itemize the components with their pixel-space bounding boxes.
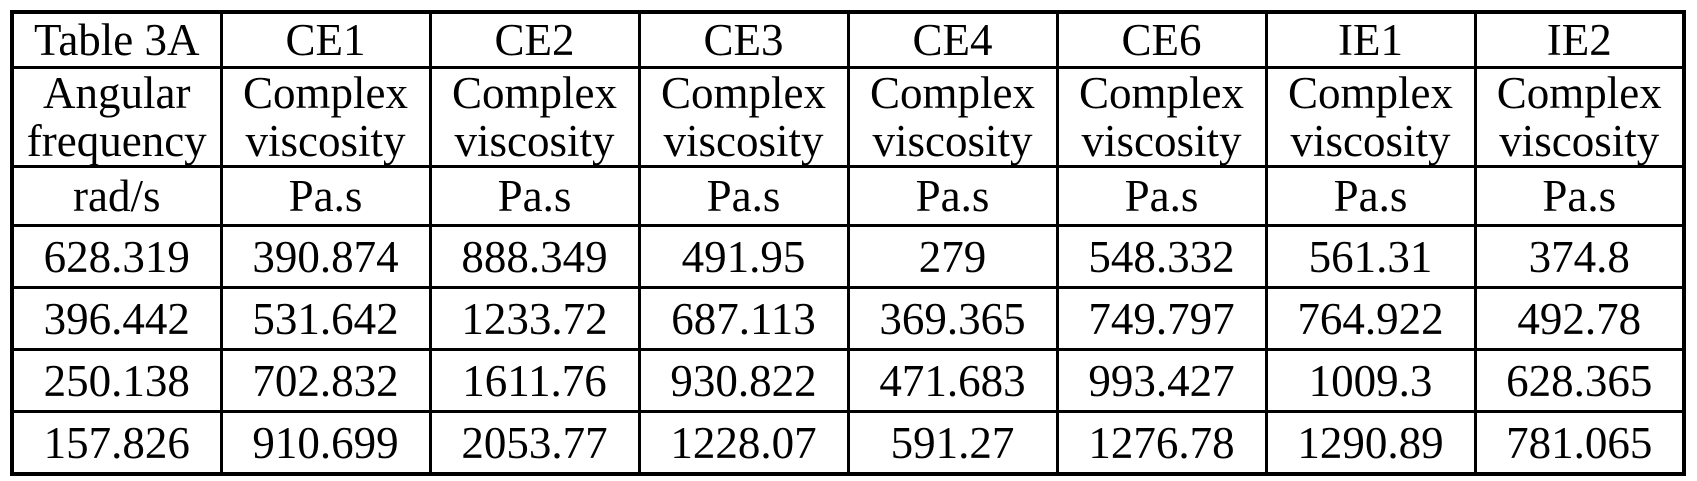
label-cell: Complex viscosity — [1264, 66, 1477, 168]
data-cell: 628.319 — [10, 224, 223, 289]
label-cell: Complex viscosity — [1055, 66, 1268, 168]
unit-cell: Pa.s — [1055, 165, 1268, 227]
header-cell-ce2: CE2 — [428, 10, 641, 69]
data-cell: 781.065 — [1473, 410, 1686, 476]
table-title-cell: Table 3A — [10, 10, 223, 69]
data-cell: 531.642 — [219, 286, 432, 351]
data-cell: 369.365 — [846, 286, 1059, 351]
data-cell: 250.138 — [10, 348, 223, 413]
data-cell: 910.699 — [219, 410, 432, 476]
data-cell: 749.797 — [1055, 286, 1268, 351]
data-cell: 1290.89 — [1264, 410, 1477, 476]
data-cell: 492.78 — [1473, 286, 1686, 351]
data-cell: 1276.78 — [1055, 410, 1268, 476]
data-cell: 1233.72 — [428, 286, 641, 351]
data-cell: 561.31 — [1264, 224, 1477, 289]
data-cell: 1228.07 — [637, 410, 850, 476]
header-cell-ce3: CE3 — [637, 10, 850, 69]
unit-cell: rad/s — [10, 165, 223, 227]
header-cell-ie2: IE2 — [1473, 10, 1686, 69]
data-cell: 930.822 — [637, 348, 850, 413]
label-cell: Complex viscosity — [219, 66, 432, 168]
data-cell: 491.95 — [637, 224, 850, 289]
unit-cell: Pa.s — [1264, 165, 1477, 227]
unit-cell: Pa.s — [1473, 165, 1686, 227]
data-cell: 279 — [846, 224, 1059, 289]
label-cell: Complex viscosity — [846, 66, 1059, 168]
data-cell: 374.8 — [1473, 224, 1686, 289]
label-cell: Complex viscosity — [428, 66, 641, 168]
data-cell: 702.832 — [219, 348, 432, 413]
data-cell: 687.113 — [637, 286, 850, 351]
label-cell: Complex viscosity — [637, 66, 850, 168]
viscosity-table: Table 3A CE1 CE2 CE3 CE4 CE6 IE1 IE2 Ang… — [10, 10, 1686, 476]
unit-cell: Pa.s — [846, 165, 1059, 227]
unit-cell: Pa.s — [428, 165, 641, 227]
units-row: rad/s Pa.s Pa.s Pa.s Pa.s Pa.s Pa.s Pa.s — [10, 165, 1686, 227]
header-cell-ce1: CE1 — [219, 10, 432, 69]
unit-cell: Pa.s — [637, 165, 850, 227]
unit-cell: Pa.s — [219, 165, 432, 227]
data-cell: 993.427 — [1055, 348, 1268, 413]
data-cell: 888.349 — [428, 224, 641, 289]
data-cell: 471.683 — [846, 348, 1059, 413]
data-cell: 1611.76 — [428, 348, 641, 413]
data-cell: 390.874 — [219, 224, 432, 289]
quantity-label-row: Angular frequency Complex viscosity Comp… — [10, 66, 1686, 168]
table-header-row: Table 3A CE1 CE2 CE3 CE4 CE6 IE1 IE2 — [10, 10, 1686, 69]
table-row: 157.826 910.699 2053.77 1228.07 591.27 1… — [10, 410, 1686, 476]
data-cell: 548.332 — [1055, 224, 1268, 289]
table-row: 250.138 702.832 1611.76 930.822 471.683 … — [10, 348, 1686, 413]
data-cell: 2053.77 — [428, 410, 641, 476]
data-cell: 1009.3 — [1264, 348, 1477, 413]
data-cell: 396.442 — [10, 286, 223, 351]
header-cell-ce4: CE4 — [846, 10, 1059, 69]
table-row: 628.319 390.874 888.349 491.95 279 548.3… — [10, 224, 1686, 289]
label-cell: Complex viscosity — [1473, 66, 1686, 168]
data-cell: 591.27 — [846, 410, 1059, 476]
data-cell: 764.922 — [1264, 286, 1477, 351]
label-cell: Angular frequency — [10, 66, 223, 168]
header-cell-ie1: IE1 — [1264, 10, 1477, 69]
table-row: 396.442 531.642 1233.72 687.113 369.365 … — [10, 286, 1686, 351]
data-cell: 628.365 — [1473, 348, 1686, 413]
data-cell: 157.826 — [10, 410, 223, 476]
header-cell-ce6: CE6 — [1055, 10, 1268, 69]
